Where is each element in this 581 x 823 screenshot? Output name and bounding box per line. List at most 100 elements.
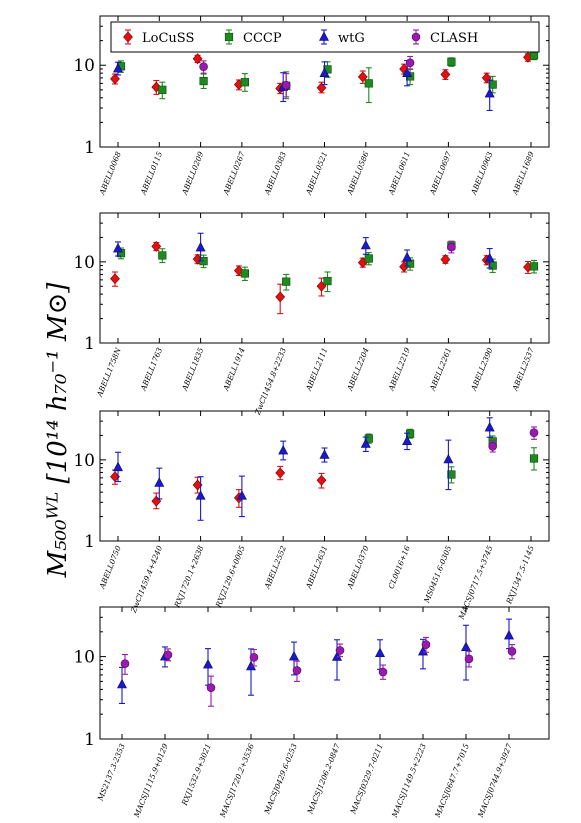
series-wtg xyxy=(113,60,495,111)
data-point-locuss xyxy=(316,474,327,486)
plot-frame xyxy=(99,410,550,542)
legend-entry-clash: CLASH xyxy=(411,29,478,46)
data-point-wtg xyxy=(504,629,514,640)
x-tick-label: MACSJ1206.2-0847 xyxy=(305,742,342,816)
data-point-wtg xyxy=(418,645,428,656)
x-tick-label: ABELL2390 xyxy=(469,346,495,393)
series-locuss xyxy=(110,51,533,95)
data-point-clash xyxy=(421,640,431,649)
x-tick-label: ABELL2631 xyxy=(304,544,330,590)
x-tick-label: MACSJ1149.5+2223 xyxy=(390,742,428,819)
data-point-locuss xyxy=(275,291,286,303)
data-point-clash xyxy=(120,659,130,669)
data-point-wtg xyxy=(484,421,495,432)
y-tick-label: 10 xyxy=(73,451,95,471)
series-locuss xyxy=(110,240,533,315)
x-tick-label: MS0451.6-0305 xyxy=(422,544,454,605)
x-tick-label: RXJ2129.6+0005 xyxy=(213,544,246,609)
x-tick-label: RXJ1720.1+2638 xyxy=(172,544,205,609)
legend-marker-clash xyxy=(411,32,421,42)
y-tick-label: 10 xyxy=(73,648,95,668)
data-point-wtg xyxy=(113,242,123,253)
x-tick-label: ZwCl1459.4+4240 xyxy=(129,544,165,615)
x-tick-label: ABELL2204 xyxy=(345,346,371,393)
data-point-cccp xyxy=(158,85,167,94)
x-tick-label: ABELL0068 xyxy=(97,150,123,197)
x-tick-label: ABELL0370 xyxy=(345,544,371,591)
data-point-wtg xyxy=(402,67,413,77)
data-point-wtg xyxy=(484,252,495,263)
data-point-wtg xyxy=(154,477,165,487)
data-point-clash xyxy=(199,62,208,71)
series-clash xyxy=(488,426,539,453)
y-tick-label: 1 xyxy=(84,730,95,750)
x-tick-label: ABELL2552 xyxy=(262,544,288,591)
x-tick-label: ZwCl1454.8+2233 xyxy=(253,346,289,417)
data-point-cccp xyxy=(488,80,497,89)
y-tick-label: 1 xyxy=(84,532,95,552)
data-point-wtg xyxy=(402,251,413,262)
legend-entry-locuss: LoCuSS xyxy=(123,29,194,46)
x-tick-label: ABELL1914 xyxy=(221,346,247,393)
x-tick-label: ABELL2111 xyxy=(304,346,330,392)
panel-2: 1 10 ABELL1758N ABELL1763 ABELL1835 ABELL1914… xyxy=(73,212,550,417)
data-point-clash xyxy=(249,653,259,662)
data-point-cccp xyxy=(158,251,167,260)
x-tick-label: MACSJ0647.7+7015 xyxy=(433,742,471,819)
x-tick-label: ABELL1763 xyxy=(138,346,164,393)
plot-frame xyxy=(99,606,550,740)
x-tick-label: MACSJ1115.9+0129 xyxy=(132,742,170,819)
legend-marker-cccp xyxy=(224,32,234,42)
legend-label: LoCuSS xyxy=(142,31,194,46)
series-clash xyxy=(199,55,415,98)
x-tick-label: MACSJ1720.2+3536 xyxy=(218,742,256,819)
data-point-wtg xyxy=(113,461,123,472)
legend-entry-cccp: CCCP xyxy=(224,29,282,46)
x-tick-label: ABELL2537 xyxy=(510,346,536,393)
data-point-locuss xyxy=(275,467,286,479)
data-point-clash xyxy=(405,58,415,68)
x-tick-label: ABELL0115 xyxy=(138,150,164,197)
data-point-wtg xyxy=(319,67,330,77)
data-point-wtg xyxy=(443,453,454,464)
y-tick-label: 10 xyxy=(73,56,95,76)
x-tick-label: MACSJ0744.9+3927 xyxy=(476,742,514,819)
series-cccp xyxy=(364,428,539,484)
y-tick-label: 1 xyxy=(84,334,95,354)
x-tick-label: ABELL0209 xyxy=(180,150,206,197)
data-point-locuss xyxy=(192,53,203,65)
data-point-clash xyxy=(163,650,173,660)
x-tick-label: ABELL0611 xyxy=(386,150,412,196)
x-tick-label: RXJ1532.9+3021 xyxy=(180,742,213,807)
series-wtg xyxy=(113,232,495,269)
series-clash xyxy=(447,241,456,254)
x-tick-label: ABELL1689 xyxy=(510,150,536,197)
x-tick-label: RXJ1347.5-1145 xyxy=(504,544,536,606)
x-tick-label: ABELL0697 xyxy=(428,150,454,197)
x-tick-label: ABELL2219 xyxy=(386,346,412,393)
data-point-wtg xyxy=(360,438,371,448)
x-tick-label: MACSJ0329.7-0211 xyxy=(348,742,385,816)
legend: LoCuSS CCCP wtG CLASH xyxy=(110,21,540,53)
legend-label: wtG xyxy=(338,31,365,46)
panel-3: 1 10 ABELL0750 ZwCl1459.4+4240 RXJ1720.1+263… xyxy=(73,410,550,622)
data-point-clash xyxy=(529,428,539,438)
y-tick-label: 1 xyxy=(84,138,95,158)
x-tick-label: MACSJ0429.6-0253 xyxy=(262,742,299,816)
data-point-cccp xyxy=(447,57,456,66)
data-point-cccp xyxy=(240,78,250,87)
data-point-wtg xyxy=(203,658,213,669)
x-tick-label: MS2137.3-2353 xyxy=(95,742,127,803)
data-point-cccp xyxy=(529,454,539,463)
series-clash xyxy=(120,636,517,707)
data-point-cccp xyxy=(364,434,373,443)
data-point-wtg xyxy=(236,490,247,500)
x-tick-label: ABELL1835 xyxy=(180,346,206,393)
data-point-wtg xyxy=(117,678,127,689)
data-point-wtg xyxy=(195,490,206,500)
data-point-cccp xyxy=(529,262,539,271)
x-tick-label: ABELL0750 xyxy=(97,544,123,591)
data-point-locuss xyxy=(151,240,162,252)
data-point-cccp xyxy=(364,79,373,88)
series-locuss xyxy=(110,465,327,510)
